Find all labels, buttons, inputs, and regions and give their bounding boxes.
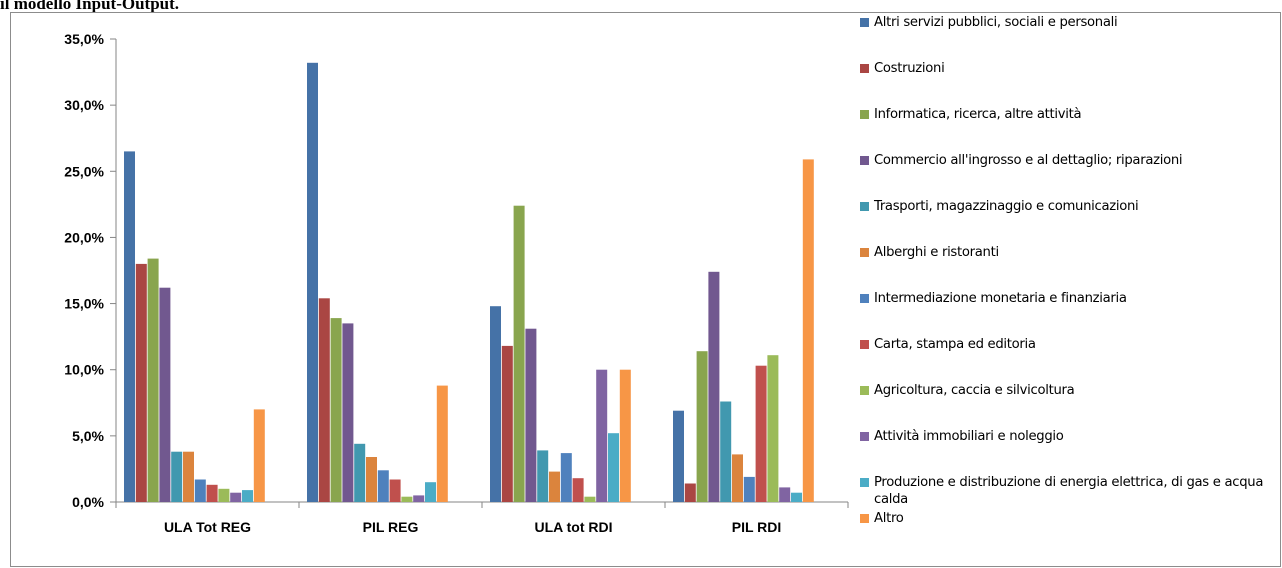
bar [218, 489, 229, 502]
bar [319, 298, 330, 502]
legend-item: Informatica, ricerca, altre attività [860, 106, 1081, 123]
legend-item: Attività immobiliari e noleggio [860, 428, 1064, 445]
legend-item: Trasporti, magazzinaggio e comunicazioni [860, 198, 1138, 215]
legend-swatch [860, 64, 869, 73]
legend-swatch [860, 110, 869, 119]
bar [767, 355, 778, 502]
y-tick-label: 5,0% [72, 428, 104, 444]
bar [720, 402, 731, 503]
bar [124, 151, 135, 502]
y-tick-label: 15,0% [64, 296, 104, 312]
bar [159, 288, 170, 502]
bar [307, 63, 318, 502]
chart-bars [124, 63, 814, 502]
chart-axes [110, 39, 848, 508]
bar [573, 478, 584, 502]
y-tick-label: 20,0% [64, 229, 104, 245]
bar [401, 497, 412, 502]
legend-label: Costruzioni [874, 60, 944, 77]
bar [425, 482, 436, 502]
legend-item: Produzione e distribuzione di energia el… [860, 474, 1280, 508]
legend-swatch [860, 340, 869, 349]
bar [342, 323, 353, 502]
bar [732, 454, 743, 502]
legend-label: Intermediazione monetaria e finanziaria [874, 290, 1127, 307]
legend-swatch [860, 18, 869, 27]
bar [673, 411, 684, 502]
legend-label: Carta, stampa ed editoria [874, 336, 1036, 353]
bar [561, 453, 572, 502]
legend-label: Produzione e distribuzione di energia el… [874, 474, 1280, 508]
legend-swatch [860, 248, 869, 257]
bar [803, 159, 814, 502]
legend-label: Altro [874, 510, 904, 527]
legend-swatch [860, 294, 869, 303]
legend-label: Agricoltura, caccia e silvicoltura [874, 382, 1074, 399]
bar [791, 493, 802, 502]
legend-label: Alberghi e ristoranti [874, 244, 999, 261]
legend-label: Commercio all'ingrosso e al dettaglio; r… [874, 152, 1182, 169]
bar [390, 480, 401, 503]
legend-item: Costruzioni [860, 60, 944, 77]
bar [608, 433, 619, 502]
bar [354, 444, 365, 502]
legend-label: Trasporti, magazzinaggio e comunicazioni [874, 198, 1138, 215]
legend-label: Altri servizi pubblici, sociali e person… [874, 14, 1117, 31]
bar [490, 306, 501, 502]
bar [549, 472, 560, 502]
bar [437, 386, 448, 502]
x-category-label: ULA tot RDI [534, 519, 612, 535]
bar [697, 351, 708, 502]
legend-swatch [860, 478, 869, 487]
bar [230, 493, 241, 502]
legend-label: Informatica, ricerca, altre attività [874, 106, 1081, 123]
y-tick-label: 30,0% [64, 97, 104, 113]
bar [148, 259, 159, 502]
bar [413, 495, 424, 502]
legend-label: Attività immobiliari e noleggio [874, 428, 1064, 445]
legend-swatch [860, 386, 869, 395]
legend-swatch [860, 514, 869, 523]
bar [708, 272, 719, 502]
bar [756, 366, 767, 502]
x-category-label: ULA Tot REG [164, 519, 251, 535]
y-tick-label: 0,0% [72, 494, 104, 510]
legend-item: Altri servizi pubblici, sociali e person… [860, 14, 1117, 31]
legend-item: Altro [860, 510, 904, 527]
legend-item: Intermediazione monetaria e finanziaria [860, 290, 1127, 307]
bar [502, 346, 513, 502]
y-tick-label: 25,0% [64, 163, 104, 179]
bar [366, 457, 377, 502]
x-category-label: PIL RDI [732, 519, 782, 535]
legend-item: Alberghi e ristoranti [860, 244, 999, 261]
bar [195, 480, 206, 503]
bar [207, 485, 218, 502]
legend-item: Agricoltura, caccia e silvicoltura [860, 382, 1074, 399]
y-tick-label: 35,0% [64, 31, 104, 47]
y-tick-label: 10,0% [64, 362, 104, 378]
bar [514, 206, 525, 502]
bar [685, 484, 696, 503]
bar [242, 490, 253, 502]
bar [136, 264, 147, 502]
bar [537, 450, 548, 502]
legend-swatch [860, 156, 869, 165]
bar [183, 452, 194, 502]
bar [525, 329, 536, 502]
legend-item: Carta, stampa ed editoria [860, 336, 1036, 353]
bar [596, 370, 607, 502]
bar [331, 318, 342, 502]
bar [378, 470, 389, 502]
legend-swatch [860, 202, 869, 211]
bar [254, 409, 265, 502]
bar [779, 487, 790, 502]
legend-swatch [860, 432, 869, 441]
x-category-label: PIL REG [363, 519, 419, 535]
bar [584, 497, 595, 502]
bar [171, 452, 182, 502]
legend-item: Commercio all'ingrosso e al dettaglio; r… [860, 152, 1182, 169]
bar [744, 477, 755, 502]
bar [620, 370, 631, 502]
